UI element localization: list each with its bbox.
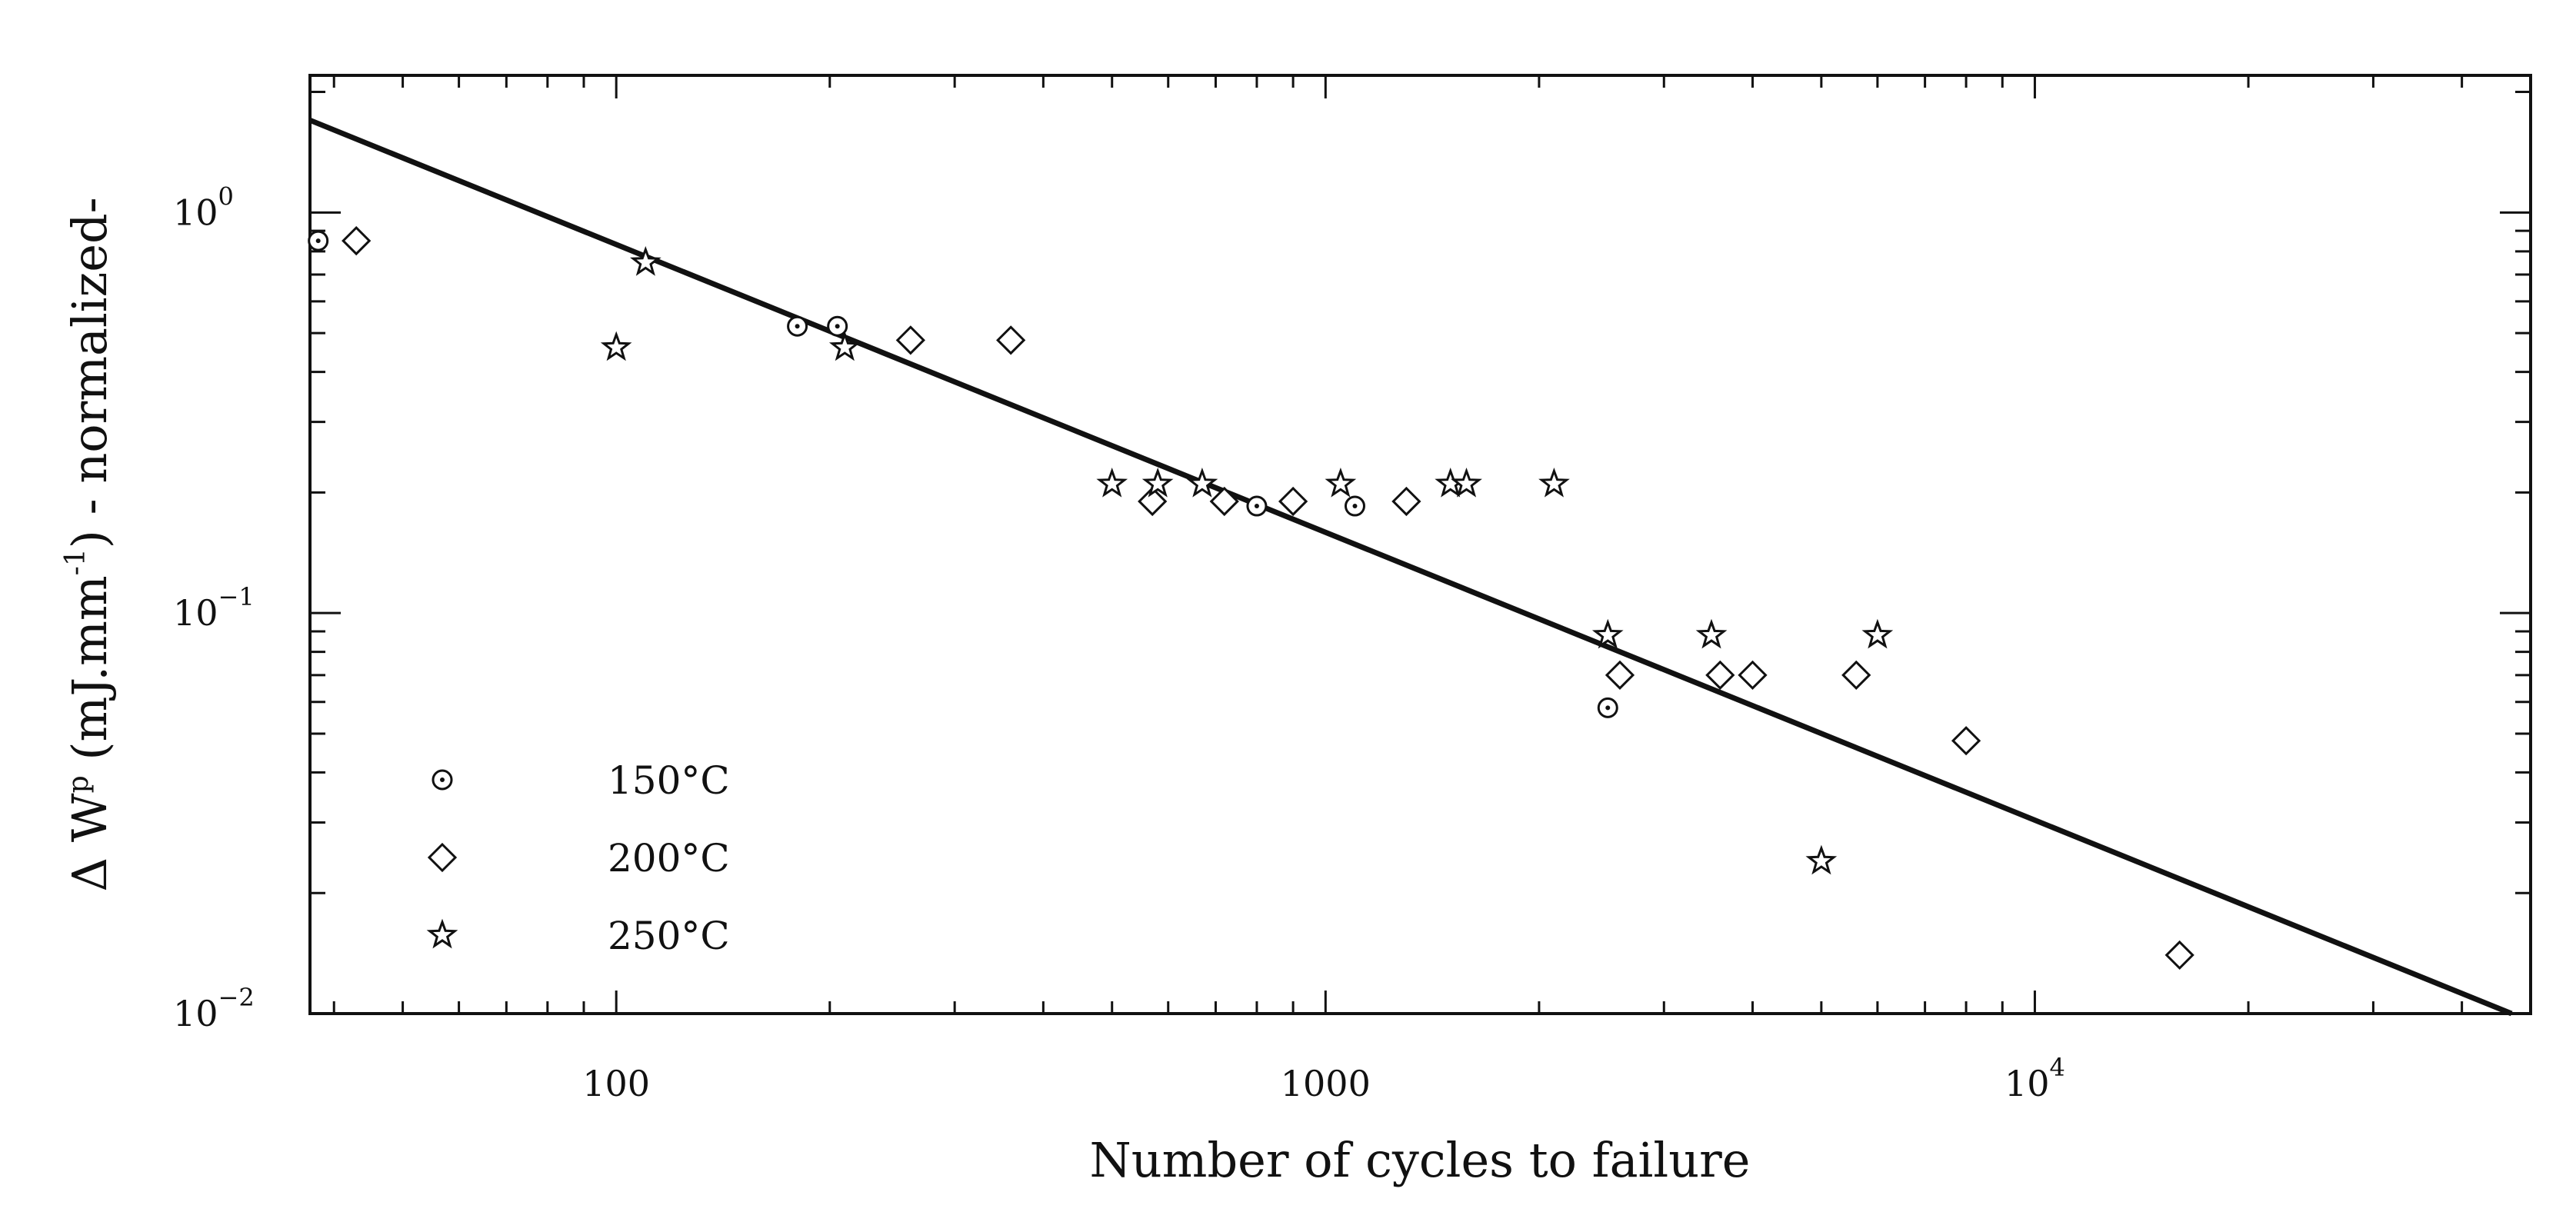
tick-labels: 100 1000 104 100 10−1 10−2	[173, 181, 2065, 1104]
data-point-diamond	[1841, 660, 1871, 690]
x-tick-label: 104	[2004, 1053, 2065, 1104]
data-point-diamond	[342, 225, 372, 256]
legend-marker-200c	[427, 842, 458, 873]
x-tick-label: 100	[582, 1063, 650, 1104]
data-point-diamond	[1138, 486, 1168, 517]
data-point-circle	[1597, 697, 1618, 718]
data-point-diamond	[2164, 940, 2194, 971]
x-axis-label: Number of cycles to failure	[1090, 1132, 1751, 1188]
data-point-diamond	[1705, 660, 1735, 690]
data-point-star	[1186, 468, 1218, 498]
data-point-star	[600, 331, 632, 361]
legend: 150°C 200°C 250°C	[426, 758, 730, 958]
legend-circle-icon	[432, 769, 453, 791]
fit-line	[308, 118, 2513, 1017]
data-point-circle	[787, 315, 808, 337]
data-point-star	[1325, 468, 1357, 498]
data-point-diamond	[895, 325, 925, 355]
data-point-diamond	[1605, 660, 1635, 690]
data-point-star	[828, 331, 861, 361]
data-point-star	[1141, 468, 1174, 498]
data-point-circle	[827, 315, 848, 337]
axis-ticks	[310, 75, 2532, 1015]
y-tick-label: 10−1	[173, 582, 255, 634]
y-axis-label: Δ Wp (mJ.mm-1) - normalized-	[60, 197, 118, 891]
data-point-diamond	[1738, 660, 1768, 690]
data-point-star	[1538, 468, 1570, 498]
plot-frame	[308, 74, 2532, 1015]
data-point-circle	[308, 230, 329, 251]
data-point-circle	[1246, 495, 1268, 517]
data-point-diamond	[1209, 486, 1239, 517]
x-tick-label: 1000	[1281, 1063, 1371, 1104]
data-point-star	[1451, 468, 1482, 498]
data-point-diamond	[1391, 486, 1421, 517]
data-point-diamond	[1278, 486, 1308, 517]
data-point-star	[1591, 618, 1624, 649]
data-point-star	[630, 246, 661, 276]
data-point-star	[1861, 618, 1894, 649]
data-point-star	[1096, 468, 1128, 498]
data-points	[308, 225, 2194, 971]
data-point-star	[1805, 844, 1838, 875]
data-point-diamond	[1951, 726, 1981, 756]
y-tick-label: 100	[173, 181, 234, 233]
legend-label-150c: 150°C	[608, 758, 730, 803]
data-point-diamond	[996, 325, 1026, 355]
legend-label-250c: 250°C	[608, 914, 730, 958]
legend-marker-150c	[432, 769, 453, 791]
legend-marker-250c	[426, 918, 458, 949]
data-point-star	[1695, 618, 1728, 649]
data-point-circle	[1344, 495, 1365, 517]
y-tick-label: 10−2	[173, 983, 255, 1034]
legend-diamond-icon	[427, 842, 458, 873]
legend-label-200c: 200°C	[608, 836, 730, 881]
legend-star-icon	[426, 918, 458, 949]
